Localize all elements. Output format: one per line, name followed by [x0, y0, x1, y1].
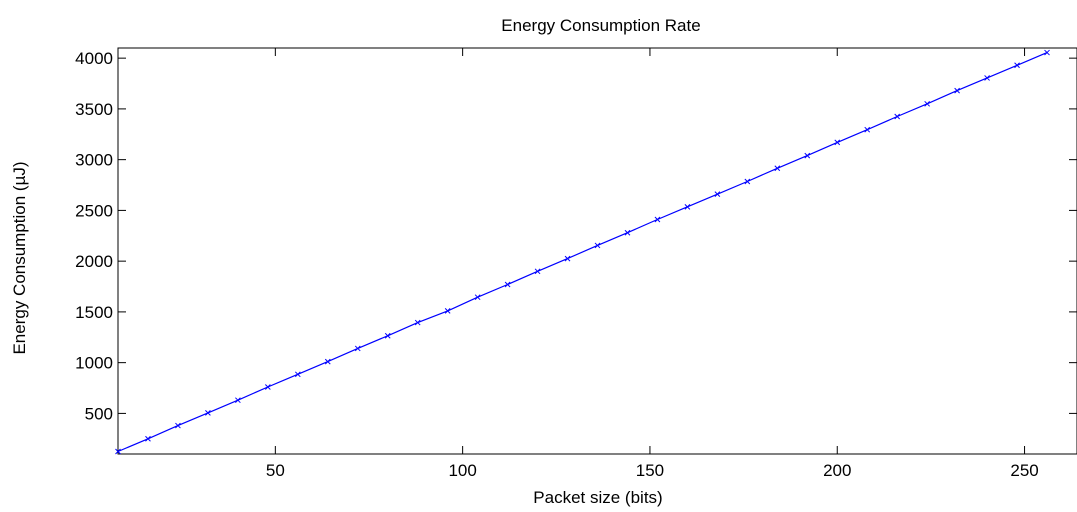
x-tick-label: 250 [1010, 461, 1038, 480]
chart-title: Energy Consumption Rate [501, 16, 700, 35]
data-point [864, 126, 871, 133]
data-point [205, 410, 211, 416]
data-point [384, 332, 391, 339]
data-point [354, 345, 361, 352]
data-point-stroke [894, 113, 901, 120]
data-point-stroke [294, 371, 301, 378]
data-point [264, 384, 271, 390]
plot-area [117, 47, 1077, 455]
data-point [564, 255, 571, 262]
data-point-stroke [534, 268, 541, 275]
data-point [474, 294, 481, 301]
data-point-stroke [354, 345, 361, 352]
y-tick-label: 4000 [75, 49, 113, 68]
y-tick-label: 1000 [75, 354, 113, 373]
y-axis: 500 1000 1500 2000 2500 3000 3500 4000 [75, 49, 1077, 423]
data-point [294, 371, 301, 378]
data-point-stroke [774, 165, 781, 172]
data-point [594, 242, 601, 249]
y-tick-label: 500 [85, 404, 113, 423]
x-tick-label: 200 [823, 461, 851, 480]
y-tick-label: 3000 [75, 151, 113, 170]
data-point-stroke [954, 87, 960, 94]
data-point-stroke [504, 281, 511, 288]
x-axis-label: Packet size (bits) [533, 488, 662, 507]
data-point [175, 422, 181, 429]
data-point [324, 358, 331, 365]
data-point-stroke [1044, 49, 1050, 56]
data-point [1044, 49, 1050, 56]
series-markers [115, 49, 1050, 455]
data-point-stroke [714, 191, 721, 198]
data-point [534, 268, 541, 275]
data-point-stroke [1014, 62, 1020, 69]
data-point-stroke [684, 203, 691, 210]
data-point-stroke [324, 358, 331, 365]
y-tick-label: 2500 [75, 201, 113, 220]
data-point [235, 397, 241, 404]
data-point-stroke [834, 139, 841, 146]
data-point [894, 113, 901, 120]
data-point-stroke [474, 294, 481, 301]
data-point [774, 165, 781, 172]
data-point-stroke [145, 435, 151, 442]
data-point-stroke [654, 216, 661, 223]
data-point [984, 75, 990, 81]
data-point [414, 319, 421, 326]
x-axis: 50 100 150 200 250 [266, 48, 1039, 480]
data-point-stroke [384, 332, 391, 339]
y-axis-label: Energy Consumption (µJ) [10, 161, 29, 354]
series-line [117, 52, 1048, 453]
data-point [504, 281, 511, 288]
data-point [714, 191, 721, 198]
x-tick-label: 50 [266, 461, 285, 480]
data-point-stroke [414, 319, 421, 326]
data-point-stroke [205, 410, 211, 416]
data-point [145, 435, 151, 442]
y-tick-label: 2000 [75, 252, 113, 271]
data-point-stroke [864, 126, 871, 133]
data-point-stroke [235, 397, 241, 404]
data-point-stroke [744, 178, 751, 185]
data-point-stroke [264, 384, 271, 390]
data-point [654, 216, 661, 223]
data-point [744, 178, 751, 185]
data-point-stroke [624, 229, 631, 236]
data-point [954, 87, 960, 94]
data-point [834, 139, 841, 146]
x-tick-label: 150 [636, 461, 664, 480]
data-point-stroke [444, 308, 451, 314]
data-point [1014, 62, 1020, 69]
y-tick-label: 1500 [75, 303, 113, 322]
data-point [115, 448, 121, 455]
data-point-stroke [175, 422, 181, 429]
data-point-stroke [924, 100, 931, 107]
data-point-stroke [564, 255, 571, 262]
data-point [444, 308, 451, 314]
data-point [804, 152, 811, 159]
data-point [924, 100, 931, 107]
data-point-stroke [115, 448, 121, 455]
y-tick-label: 3500 [75, 100, 113, 119]
data-point-stroke [984, 75, 990, 81]
data-point [684, 203, 691, 210]
data-point [624, 229, 631, 236]
data-point-stroke [594, 242, 601, 249]
x-tick-label: 100 [448, 461, 476, 480]
data-point-stroke [804, 152, 811, 159]
